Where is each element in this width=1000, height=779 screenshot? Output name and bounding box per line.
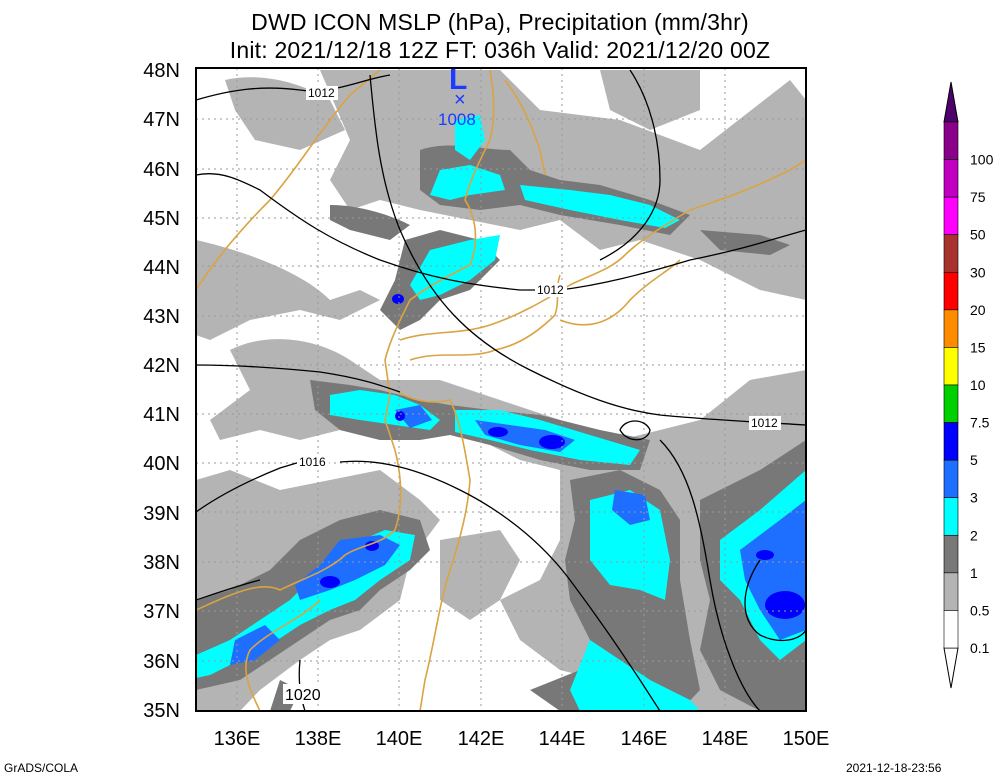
longitude-labels: 136E 138E 140E 142E 144E 146E 148E 150E	[214, 728, 830, 750]
colorbar-label: 75	[970, 189, 986, 205]
low-pressure-center: L × 1008	[438, 63, 476, 129]
colorbar-swatch	[943, 572, 959, 611]
lat-label: 48N	[143, 60, 180, 82]
precip-3mm	[320, 294, 805, 619]
colorbar-swatch	[943, 121, 959, 160]
lat-label: 35N	[143, 700, 180, 722]
lon-label: 148E	[702, 728, 749, 750]
lon-label: 136E	[214, 728, 261, 750]
colorbar-swatch	[943, 309, 959, 348]
lat-label: 45N	[143, 208, 180, 230]
colorbar: 100 75 50 30 20 15 10 7.5 5 3 2 1 0.5 0.1	[943, 81, 994, 689]
colorbar-swatch	[943, 497, 959, 536]
colorbar-swatch	[943, 347, 959, 386]
colorbar-label: 50	[970, 227, 986, 243]
colorbar-label: 5	[970, 452, 978, 468]
colorbar-label: 20	[970, 302, 986, 318]
colorbar-label: 30	[970, 264, 986, 280]
lat-label: 36N	[143, 651, 180, 673]
coastline	[196, 69, 806, 711]
colorbar-top-arrow	[943, 81, 959, 123]
colorbar-swatch	[943, 159, 959, 198]
lat-label: 37N	[143, 601, 180, 623]
low-symbol: L	[449, 63, 467, 96]
lon-label: 144E	[539, 728, 586, 750]
isobars	[196, 69, 806, 711]
colorbar-label: 0.5	[970, 602, 990, 618]
isobar-labels: 1012 1012 1012 1016 1020	[283, 86, 781, 704]
colorbar-swatch	[943, 271, 959, 311]
lon-label: 138E	[295, 728, 342, 750]
colorbar-label: 3	[970, 490, 978, 506]
colorbar-label: 7.5	[970, 415, 990, 431]
colorbar-bottom-arrow	[943, 647, 959, 689]
colorbar-swatch	[943, 459, 959, 499]
colorbar-label: 0.1	[970, 640, 990, 656]
colorbar-label: 100	[970, 152, 994, 168]
latitude-labels: 48N 47N 46N 45N 44N 43N 42N 41N 40N 39N …	[143, 60, 180, 722]
colorbar-label: 2	[970, 527, 978, 543]
footer-right: 2021-12-18-23:56	[846, 761, 942, 775]
colorbar-swatch	[943, 534, 959, 574]
lat-label: 44N	[143, 257, 180, 279]
map-frame	[195, 67, 807, 712]
lat-label: 46N	[143, 159, 180, 181]
isobar-label-east: 1012	[751, 416, 778, 430]
isobar-label-hokkaido: 1012	[537, 283, 564, 297]
colorbar-swatch	[943, 234, 959, 273]
lat-label: 43N	[143, 306, 180, 328]
lat-label: 41N	[143, 404, 180, 426]
low-center-marker: ×	[454, 89, 466, 111]
colorbar-label: 1	[970, 565, 978, 581]
lon-label: 146E	[621, 728, 668, 750]
colorbar-label: 10	[970, 377, 986, 393]
isobar-label-sw: 1020	[285, 687, 321, 704]
graticule	[196, 68, 806, 711]
lat-label: 42N	[143, 355, 180, 377]
lon-label: 142E	[458, 728, 505, 750]
colorbar-swatch	[943, 422, 959, 461]
isobar-label-nw: 1012	[308, 86, 335, 100]
colorbar-swatch	[943, 384, 959, 423]
low-pressure-value: 1008	[438, 110, 476, 129]
chart-subtitle: Init: 2021/12/18 12Z FT: 036h Valid: 202…	[229, 37, 771, 63]
lat-label: 40N	[143, 453, 180, 475]
colorbar-swatch	[943, 610, 959, 649]
colorbar-label: 15	[970, 339, 986, 355]
isobar-label-mid: 1016	[299, 455, 326, 469]
colorbar-swatch	[943, 196, 959, 236]
chart-title: DWD ICON MSLP (hPa), Precipitation (mm/3…	[251, 9, 749, 35]
lon-label: 150E	[783, 728, 830, 750]
lat-label: 47N	[143, 109, 180, 131]
lat-label: 39N	[143, 503, 180, 525]
lat-label: 38N	[143, 552, 180, 574]
lon-label: 140E	[376, 728, 423, 750]
footer-left: GrADS/COLA	[4, 761, 79, 775]
